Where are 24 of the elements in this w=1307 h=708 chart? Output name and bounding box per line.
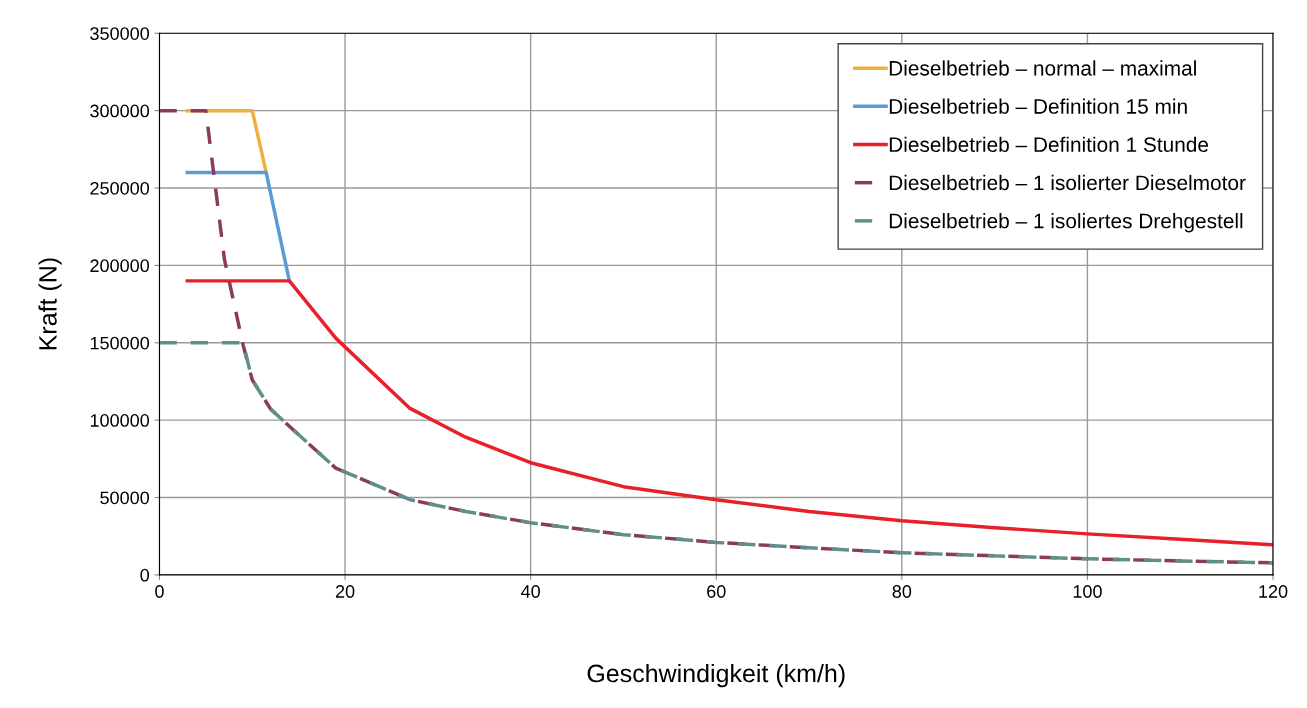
x-tick-label: 40	[521, 585, 540, 598]
line-series	[159, 341, 1274, 565]
legend-label: Dieselbetrieb – Definition 15 min	[889, 98, 1187, 114]
y-tick-label: 350000	[90, 27, 150, 40]
x-tick-label: 0	[155, 585, 164, 598]
y-tick-label: 0	[140, 568, 150, 582]
x-tick-label: 120	[1259, 585, 1288, 598]
x-tick-label: 60	[707, 585, 726, 598]
legend-label: Dieselbetrieb – Definition 1 Stunde	[889, 136, 1209, 152]
x-tick-label: 100	[1073, 585, 1102, 598]
y-tick-label: 200000	[90, 259, 150, 273]
y-tick-label: 250000	[90, 181, 150, 195]
y-tick-label: 300000	[90, 104, 150, 118]
y-tick-label: 50000	[100, 491, 150, 505]
legend-label: Dieselbetrieb – 1 isolierter Dieselmotor	[889, 174, 1246, 191]
y-axis-title: Kraft (N)	[38, 258, 62, 350]
y-tick-label: 150000	[90, 336, 150, 350]
x-tick-label: 20	[335, 585, 355, 598]
legend-label: Dieselbetrieb – 1 isoliertes Drehgestell	[889, 213, 1243, 233]
line-series	[185, 279, 1274, 547]
y-tick-label: 100000	[90, 414, 150, 427]
legend-label: Dieselbetrieb – normal – maximal	[889, 60, 1196, 76]
x-axis-title: Geschwindigkeit (km/h)	[587, 663, 845, 688]
x-tick-label: 80	[892, 585, 912, 598]
